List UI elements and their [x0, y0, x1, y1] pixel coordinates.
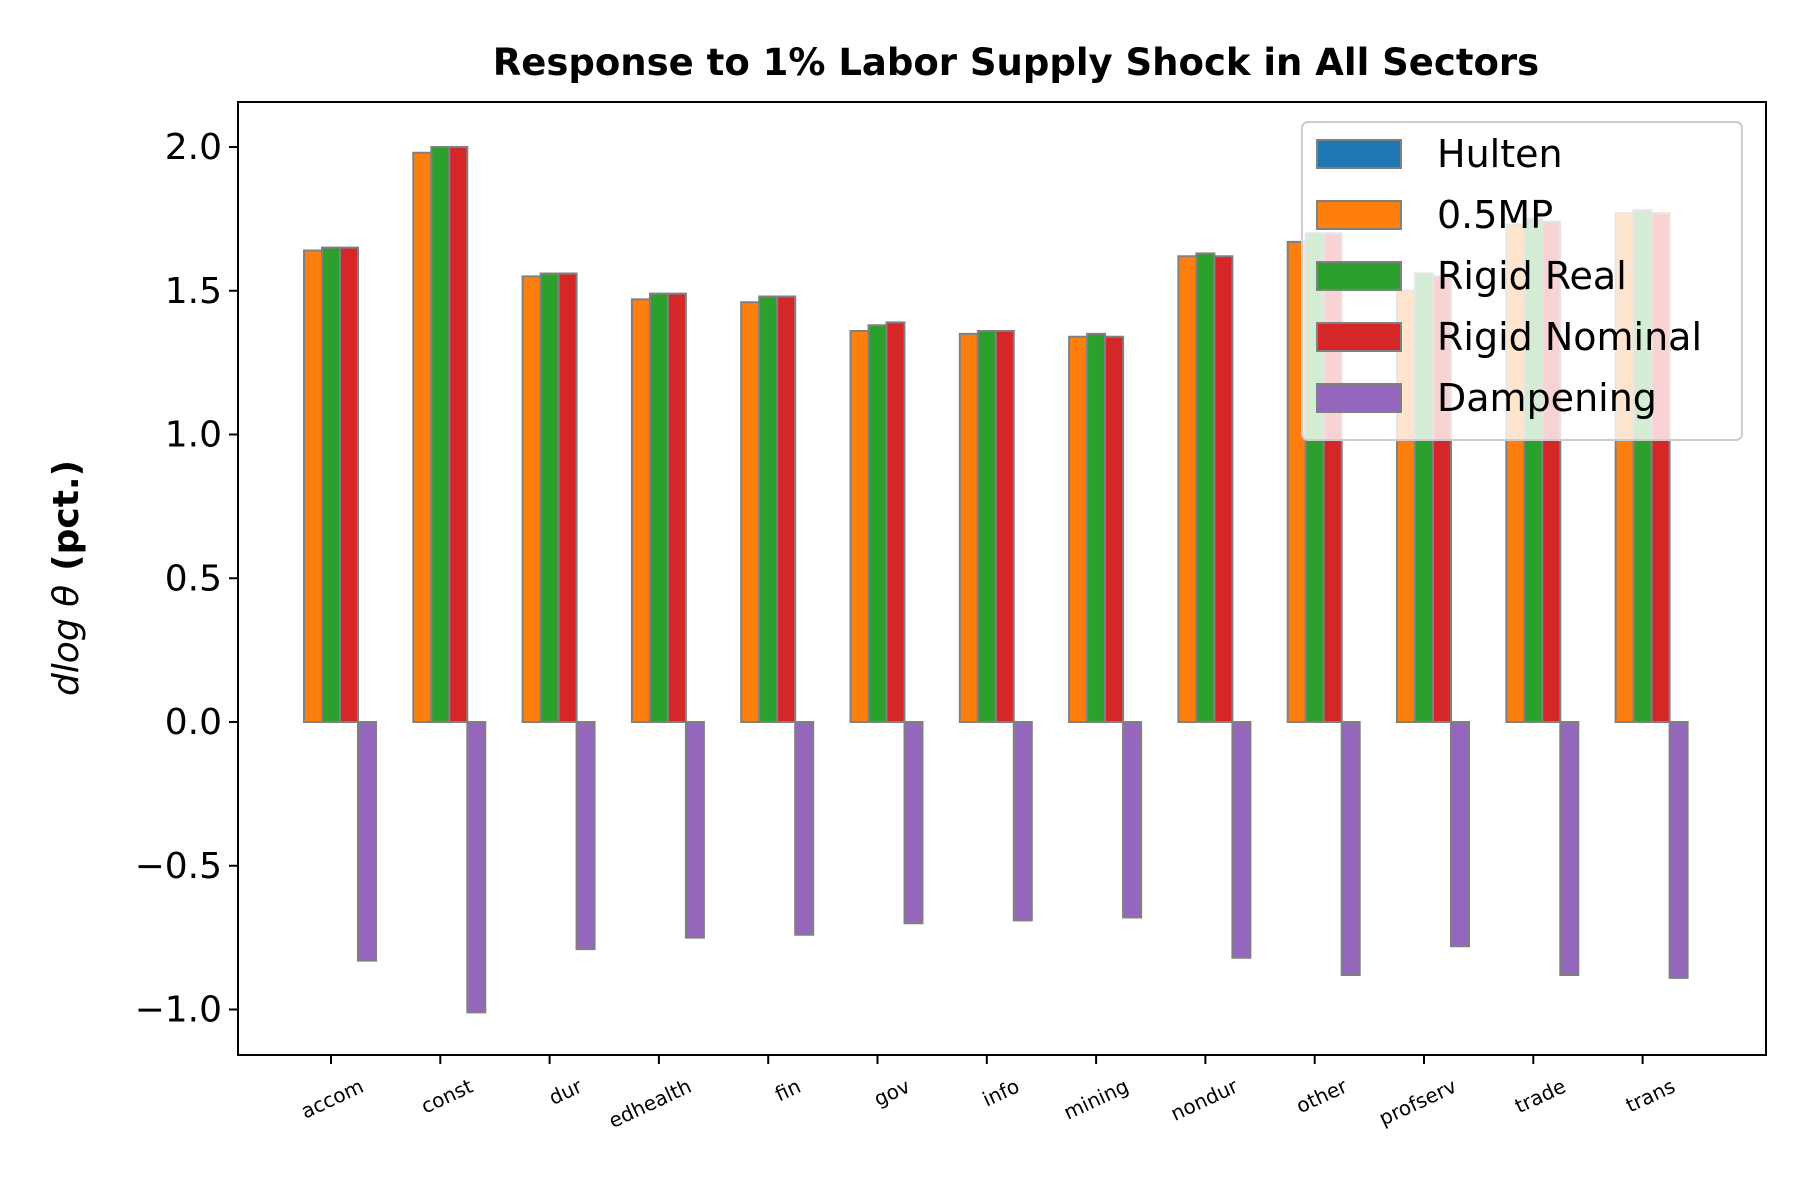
chart-title: Response to 1% Labor Supply Shock in All…	[493, 41, 1539, 84]
bar-rigid-nominal-fin	[776, 295, 797, 723]
bar-rigid-real-info	[976, 330, 997, 723]
y-tick-label: 2.0	[165, 127, 222, 168]
bar-dampening-mining	[1122, 721, 1143, 919]
bar-dampening-gov	[903, 721, 924, 925]
y-tick-label: −1.0	[135, 990, 222, 1031]
bar-rigid-nominal-edhealth	[666, 292, 687, 723]
y-tick-label: 1.5	[165, 271, 222, 312]
legend-frame	[1301, 121, 1743, 441]
legend-label: Hulten	[1437, 132, 1563, 176]
legend-label: Rigid Nominal	[1437, 315, 1702, 359]
y-axis-label: dlog θ (pct.)	[46, 460, 87, 696]
bar-rigid-real-accom	[321, 246, 341, 723]
legend-label: Rigid Real	[1437, 254, 1627, 298]
legend-label: 0.5MP	[1437, 193, 1553, 237]
bar-rigid-real-gov	[867, 324, 888, 723]
y-tick-label: 0.5	[165, 558, 222, 599]
legend-swatch-rigid-nominal	[1316, 322, 1402, 352]
bar-dampening-edhealth	[684, 721, 705, 939]
bar-0-5mp-accom	[303, 249, 323, 723]
bar-0-5mp-nondur	[1177, 255, 1198, 723]
y-tick-label: 0.0	[165, 702, 222, 743]
bar-rigid-nominal-mining	[1104, 335, 1125, 723]
bar-rigid-nominal-dur	[557, 272, 578, 723]
bar-dampening-fin	[794, 721, 815, 936]
bar-rigid-real-fin	[758, 295, 779, 723]
legend-swatch-hulten	[1316, 139, 1402, 169]
bar-rigid-nominal-info	[994, 330, 1015, 723]
bar-0-5mp-edhealth	[630, 298, 651, 723]
legend: Hulten 0.5MP Rigid Real Rigid Nominal Dampen…	[1301, 121, 1743, 441]
legend-label: Dampening	[1437, 376, 1657, 420]
bar-rigid-real-const	[430, 146, 451, 723]
y-axis-label-unit: (pct.)	[46, 460, 87, 571]
bar-dampening-nondur	[1231, 721, 1252, 959]
bar-rigid-real-dur	[539, 272, 560, 723]
bar-0-5mp-const	[412, 151, 433, 723]
bar-rigid-nominal-accom	[339, 246, 359, 723]
bar-dampening-profserv	[1450, 721, 1470, 948]
bar-rigid-real-nondur	[1195, 252, 1216, 723]
bar-dampening-dur	[575, 721, 596, 951]
bar-rigid-real-edhealth	[648, 292, 669, 723]
bar-0-5mp-mining	[1068, 335, 1089, 723]
bar-dampening-accom	[357, 721, 377, 962]
bar-rigid-real-mining	[1086, 332, 1107, 723]
y-axis-label-math: dlog θ	[46, 585, 87, 696]
bar-dampening-trade	[1559, 721, 1580, 976]
bar-rigid-nominal-gov	[885, 321, 906, 723]
bar-0-5mp-gov	[849, 330, 870, 723]
y-tick-label: −0.5	[135, 846, 222, 887]
bar-dampening-info	[1012, 721, 1033, 922]
bar-0-5mp-fin	[740, 301, 761, 723]
legend-swatch-rigid-real	[1316, 261, 1402, 291]
bar-rigid-nominal-nondur	[1213, 255, 1234, 723]
y-tick-label: 1.0	[165, 415, 222, 456]
bar-dampening-const	[466, 721, 487, 1014]
bar-0-5mp-info	[958, 332, 979, 723]
bar-dampening-trans	[1668, 721, 1689, 979]
y-axis: −1.0 −0.5 0.0 0.5 1.0 1.5 2.0	[135, 127, 238, 1031]
bar-rigid-nominal-const	[448, 146, 469, 723]
legend-swatch-dampening	[1316, 383, 1402, 413]
legend-swatch-0-5mp	[1316, 200, 1402, 230]
bar-0-5mp-dur	[521, 275, 542, 723]
bar-dampening-other	[1340, 721, 1361, 976]
